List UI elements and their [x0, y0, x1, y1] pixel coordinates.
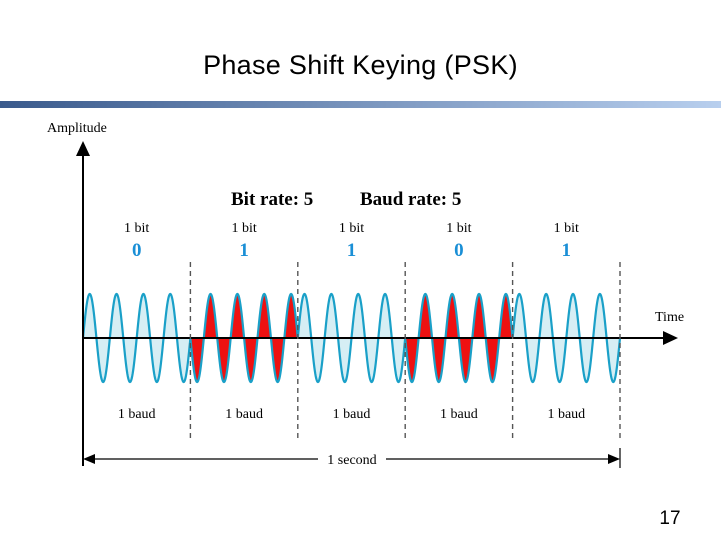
wave-lobe	[324, 294, 339, 338]
baud-rate-label: Baud rate: 5	[360, 189, 461, 210]
baud-label: 1 baud	[547, 407, 585, 422]
wave-lobe	[391, 338, 406, 382]
bit-label: 1 bit	[446, 221, 471, 236]
slide-title: Phase Shift Keying (PSK)	[203, 50, 518, 80]
bit-value: 1	[347, 240, 357, 261]
wave-lobe	[230, 294, 245, 338]
wave-lobe	[203, 294, 218, 338]
wave-lobe	[566, 294, 580, 338]
wave-lobe	[338, 338, 352, 382]
wave-lobe	[445, 294, 459, 338]
wave-lobe	[297, 294, 312, 338]
wave-lobe	[539, 294, 553, 338]
baud-label: 1 baud	[225, 407, 263, 422]
bit-value: 0	[454, 240, 464, 261]
wave-lobe	[512, 294, 527, 338]
bit-label: 1 bit	[554, 221, 579, 236]
wave-lobe	[526, 338, 540, 382]
bit-label: 1 bit	[124, 221, 149, 236]
wave-lobe	[136, 294, 151, 338]
wave-lobe	[257, 294, 271, 338]
segment-dividers	[189, 262, 621, 440]
x-axis-arrow	[663, 331, 678, 345]
wave-lobe	[499, 294, 513, 338]
x-axis-label: Time	[655, 310, 684, 325]
wave-lobe	[552, 338, 567, 382]
wave-lobe	[405, 338, 419, 382]
wave-lobe	[364, 338, 379, 382]
wave-lobe	[163, 294, 177, 338]
baud-label: 1 baud	[440, 407, 478, 422]
wave-lobe	[418, 294, 433, 338]
wave-lobe	[109, 294, 124, 338]
duration-arrow-right	[608, 454, 620, 464]
wave-lobe	[579, 338, 594, 382]
wave-lobe	[311, 338, 325, 382]
wave-lobe	[96, 338, 110, 382]
y-axis-label: Amplitude	[47, 121, 107, 136]
wave-lobe	[270, 338, 285, 382]
wave-lobe	[284, 294, 298, 338]
baud-label: 1 baud	[118, 407, 156, 422]
wave-lobe	[378, 294, 392, 338]
bit-rate-label: Bit rate: 5	[231, 189, 313, 210]
duration-label: 1 second	[327, 453, 376, 468]
y-axis-arrow	[76, 141, 90, 156]
wave-lobe	[123, 338, 137, 382]
segment-labels: 1 bit 0 1 baud 1 bit 1 1 baud 1 bit 1 1 baud 1 bi…	[118, 221, 585, 422]
wave-lobe	[244, 338, 258, 382]
bit-label: 1 bit	[339, 221, 364, 236]
wave-lobe	[351, 294, 365, 338]
bit-value: 1	[562, 240, 572, 261]
bit-value: 1	[239, 240, 249, 261]
wave-lobe	[176, 338, 191, 382]
bit-value: 0	[132, 240, 142, 261]
wave-lobe	[485, 338, 500, 382]
wave-lobe	[472, 294, 486, 338]
wave-lobe	[606, 338, 620, 382]
wave-lobe	[150, 338, 164, 382]
wave-lobe	[190, 338, 204, 382]
wave-lobe	[217, 338, 231, 382]
wave-lobe	[593, 294, 607, 338]
duration-arrow-left	[83, 454, 95, 464]
bit-label: 1 bit	[231, 221, 256, 236]
wave-lobe	[458, 338, 473, 382]
title-divider-bar	[0, 101, 721, 108]
wave-lobe	[432, 338, 446, 382]
page-number: 17	[659, 508, 681, 529]
wave-lobe	[83, 294, 97, 338]
baud-label: 1 baud	[333, 407, 371, 422]
